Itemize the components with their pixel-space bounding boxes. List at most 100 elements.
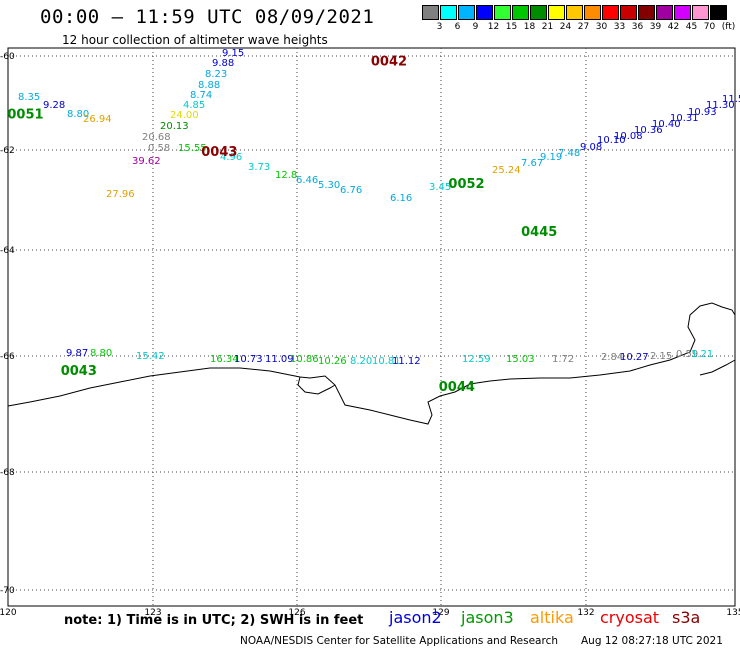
legend-swatch bbox=[584, 5, 601, 20]
track-time-label: 0445 bbox=[521, 225, 557, 240]
coastline-inlet bbox=[297, 376, 336, 395]
track-time-label: 0044 bbox=[439, 380, 475, 395]
legend-label: 27 bbox=[577, 22, 590, 32]
lon-tick-label: 120 bbox=[0, 608, 17, 618]
legend-swatch bbox=[674, 5, 691, 20]
legend-label: 21 bbox=[541, 22, 554, 32]
lon-tick-label: 123 bbox=[144, 608, 161, 618]
generated-timestamp: Aug 12 08:27:18 UTC 2021 bbox=[581, 635, 723, 647]
legend-swatch bbox=[530, 5, 547, 20]
lat-tick-label: -62 bbox=[0, 146, 15, 156]
lat-tick-label: -64 bbox=[0, 246, 15, 256]
legend-swatch bbox=[494, 5, 511, 20]
wave-height-value: 0.58 bbox=[148, 143, 170, 154]
wave-height-value: 7.48 bbox=[558, 148, 580, 159]
legend-label: 18 bbox=[523, 22, 536, 32]
lat-tick-label: -68 bbox=[0, 468, 15, 478]
wave-height-value: 9.15 bbox=[222, 48, 244, 59]
legend-label: 6 bbox=[454, 22, 461, 32]
wave-height-value: 9.88 bbox=[212, 58, 234, 69]
satellite-name: cryosat bbox=[600, 608, 660, 627]
wave-height-value: 20.68 bbox=[142, 132, 171, 143]
lon-tick-label: 135 bbox=[726, 608, 740, 618]
wave-height-value: 10.81 bbox=[372, 356, 401, 367]
satellite-name: jason2 bbox=[389, 608, 442, 627]
wave-height-value: 8.80 bbox=[67, 109, 89, 120]
wave-height-value: 3.73 bbox=[248, 162, 270, 173]
wave-height-value: 2.15 bbox=[650, 351, 672, 362]
legend-swatch bbox=[638, 5, 655, 20]
wave-height-value: 10.86 bbox=[290, 354, 319, 365]
legend-swatch bbox=[458, 5, 475, 20]
wave-height-value: 11.30 bbox=[706, 100, 735, 111]
wave-height-value: 4.85 bbox=[183, 100, 205, 111]
graticule bbox=[8, 48, 735, 606]
wave-height-value: 15.55 bbox=[178, 143, 207, 154]
wave-height-value: 15.42 bbox=[136, 351, 165, 362]
track-time-label: 0051 bbox=[7, 108, 43, 123]
wave-height-value: 8.74 bbox=[190, 90, 212, 101]
track-label-layer: 00420043005100520445044600430044 bbox=[7, 54, 557, 395]
wave-height-value: 20.13 bbox=[160, 121, 189, 132]
wave-height-value: 25.24 bbox=[492, 165, 521, 176]
wave-height-value: 15.03 bbox=[506, 354, 535, 365]
legend-label: 15 bbox=[505, 22, 518, 32]
wave-height-value: 24.00 bbox=[170, 110, 199, 121]
wave-height-layer: 9.159.888.238.888.744.8524.0020.1320.680… bbox=[18, 48, 740, 367]
legend-label: 12 bbox=[487, 22, 500, 32]
legend-swatch bbox=[692, 5, 709, 20]
satellite-name: s3a bbox=[672, 608, 701, 627]
legend-swatch bbox=[656, 5, 673, 20]
legend-label: 39 bbox=[649, 22, 662, 32]
wave-height-value: 8.80 bbox=[90, 348, 112, 359]
legend-label: 33 bbox=[613, 22, 626, 32]
antarctic-coastline bbox=[7, 302, 736, 425]
wave-height-value: 9.08 bbox=[580, 142, 602, 153]
wave-height-value: 8.35 bbox=[18, 92, 40, 103]
track-time-label: 0043 bbox=[61, 364, 97, 379]
wave-height-value: 4.96 bbox=[220, 152, 242, 163]
satellite-name: altika bbox=[530, 608, 574, 627]
wave-height-value: 8.88 bbox=[198, 80, 220, 91]
wave-height-value: 9.87 bbox=[66, 348, 88, 359]
wave-height-value: 10.10 bbox=[597, 135, 626, 146]
lon-tick-label: 132 bbox=[577, 608, 594, 618]
legend-label: 42 bbox=[667, 22, 680, 32]
axis-labels: 120 123 126 129 132 135 -60 -62 -64 -66 -68 -70 bbox=[0, 52, 740, 618]
legend-swatch bbox=[710, 5, 727, 20]
wave-height-value: 10.08 bbox=[614, 131, 643, 142]
wave-height-value: 0.59 bbox=[676, 349, 698, 360]
wave-height-value: 6.46 bbox=[296, 175, 318, 186]
legend-swatch bbox=[512, 5, 529, 20]
legend-swatch bbox=[566, 5, 583, 20]
wave-height-value: 6.16 bbox=[390, 193, 412, 204]
wave-height-value: 10.27 bbox=[620, 352, 649, 363]
wave-height-value: 12.59 bbox=[462, 354, 491, 365]
wave-height-value: 1.72 bbox=[552, 354, 574, 365]
satellite-name: jason3 bbox=[461, 608, 514, 627]
wave-height-value: 16.34 bbox=[210, 354, 239, 365]
wave-height-value: 12.8 bbox=[275, 170, 297, 181]
wave-height-value: 10.31 bbox=[670, 113, 699, 124]
wave-height-value: 5.30 bbox=[318, 180, 340, 191]
legend-swatch bbox=[476, 5, 493, 20]
wave-height-value: 3.45 bbox=[429, 182, 451, 193]
wave-height-value: 11.12 bbox=[392, 356, 421, 367]
wave-height-value: 9.28 bbox=[43, 100, 65, 111]
wave-height-value: 9.19 bbox=[540, 152, 562, 163]
map-frame bbox=[7, 47, 736, 607]
wave-height-value: 8.20 bbox=[350, 356, 372, 367]
wave-height-value: 6.76 bbox=[340, 185, 362, 196]
wave-height-value: 10.73 bbox=[234, 354, 263, 365]
lon-tick-label: 129 bbox=[432, 608, 449, 618]
lat-tick-label: -66 bbox=[0, 352, 15, 362]
legend-swatch bbox=[440, 5, 457, 20]
track-time-label: 0042 bbox=[371, 54, 407, 69]
wave-height-value: 2.84 bbox=[601, 352, 623, 363]
page-subtitle: 12 hour collection of altimeter wave hei… bbox=[62, 33, 328, 47]
legend-swatch bbox=[422, 5, 439, 20]
lat-tick-label: -70 bbox=[0, 586, 15, 596]
wave-height-value: 11.09 bbox=[265, 354, 294, 365]
wave-height-value: 26.94 bbox=[83, 114, 112, 125]
